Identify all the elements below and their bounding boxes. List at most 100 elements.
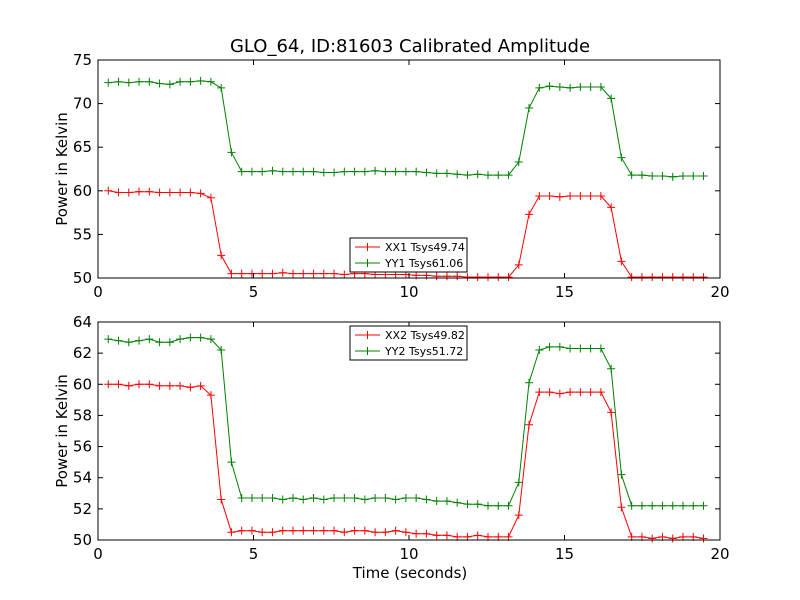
data-point-marker [145, 335, 154, 344]
y-tick-label: 60 [73, 182, 92, 200]
data-point-marker [535, 346, 544, 355]
data-point-marker [586, 192, 595, 201]
data-point-marker [360, 526, 369, 535]
data-point-marker [504, 273, 513, 282]
data-point-marker [309, 269, 318, 278]
data-point-marker [268, 166, 277, 175]
data-point-marker [617, 153, 626, 162]
data-point-marker [525, 103, 534, 112]
data-point-marker [453, 170, 462, 179]
data-point-marker [176, 77, 185, 86]
data-point-marker [258, 167, 267, 176]
data-point-marker [124, 188, 133, 197]
data-point-marker [196, 189, 205, 198]
data-point-marker [135, 77, 144, 86]
data-point-marker [114, 380, 123, 389]
legend-marker [363, 347, 372, 355]
series-line [108, 383, 704, 539]
data-point-marker [258, 493, 267, 502]
data-point-marker [165, 80, 174, 89]
legend-marker [363, 259, 372, 267]
y-tick-label: 75 [73, 51, 92, 69]
data-point-marker [186, 383, 195, 392]
data-point-marker [566, 344, 575, 353]
data-point-marker [566, 388, 575, 397]
legend-label: XX1 Tsys49.74 [385, 241, 465, 254]
data-point-marker [422, 495, 431, 504]
data-point-marker [525, 378, 534, 387]
data-point-marker [340, 528, 349, 537]
data-point-marker [288, 167, 297, 176]
data-point-marker [494, 171, 503, 180]
y-tick-label: 58 [73, 406, 92, 424]
data-point-marker [288, 269, 297, 278]
data-point-marker [514, 511, 523, 520]
data-point-marker [360, 167, 369, 176]
data-point-marker [566, 83, 575, 92]
data-point-marker [391, 167, 400, 176]
data-point-marker [371, 493, 380, 502]
data-point-marker [309, 526, 318, 535]
data-point-marker [514, 158, 523, 167]
data-point-marker [494, 273, 503, 282]
data-point-marker [340, 493, 349, 502]
data-point-marker [124, 381, 133, 390]
data-point-marker [545, 192, 554, 201]
data-point-marker [176, 335, 185, 344]
data-point-marker [658, 273, 667, 282]
data-point-marker [391, 495, 400, 504]
data-point-marker [350, 493, 359, 502]
data-point-marker [186, 188, 195, 197]
data-point-marker [278, 167, 287, 176]
data-point-marker [206, 391, 215, 400]
data-point-marker [525, 420, 534, 429]
data-point-marker [227, 458, 236, 467]
data-point-marker [586, 388, 595, 397]
data-point-marker [627, 501, 636, 510]
legend-box [349, 237, 468, 273]
data-point-marker [381, 528, 390, 537]
data-point-marker [114, 336, 123, 345]
data-point-marker [596, 83, 605, 92]
data-point-marker [504, 501, 513, 510]
y-tick-label: 62 [73, 344, 92, 362]
data-point-marker [114, 188, 123, 197]
data-point-marker [566, 192, 575, 201]
data-point-marker [155, 79, 164, 88]
x-tick-label: 15 [555, 283, 574, 301]
data-point-marker [576, 192, 585, 201]
x-tick-label: 0 [93, 283, 103, 301]
data-point-marker [648, 501, 657, 510]
data-point-marker [340, 270, 349, 279]
data-point-marker [186, 333, 195, 342]
data-point-marker [247, 493, 256, 502]
data-point-marker [360, 495, 369, 504]
data-point-marker [545, 82, 554, 91]
data-point-marker [637, 501, 646, 510]
data-point-marker [217, 346, 226, 355]
data-point-marker [247, 526, 256, 535]
data-point-marker [658, 501, 667, 510]
data-point-marker [607, 203, 616, 212]
data-point-marker [268, 269, 277, 278]
data-point-marker [319, 495, 328, 504]
data-point-marker [135, 336, 144, 345]
data-point-marker [535, 192, 544, 201]
data-point-marker [586, 344, 595, 353]
data-point-marker [668, 501, 677, 510]
data-point-marker [555, 192, 564, 201]
data-point-marker [299, 526, 308, 535]
data-point-marker [330, 168, 339, 177]
data-point-marker [432, 531, 441, 540]
top-subplot: 0 5 10 15 20 50 55 60 65 70 75 Power in Kelvin XX1 T… [53, 51, 730, 301]
data-point-marker [463, 171, 472, 180]
data-point-marker [596, 344, 605, 353]
series-line [108, 80, 704, 178]
data-point-marker [237, 167, 246, 176]
data-point-marker [432, 497, 441, 506]
data-point-marker [391, 526, 400, 535]
data-point-marker [463, 500, 472, 509]
y-tick-label: 56 [73, 438, 92, 456]
data-point-marker [422, 529, 431, 538]
